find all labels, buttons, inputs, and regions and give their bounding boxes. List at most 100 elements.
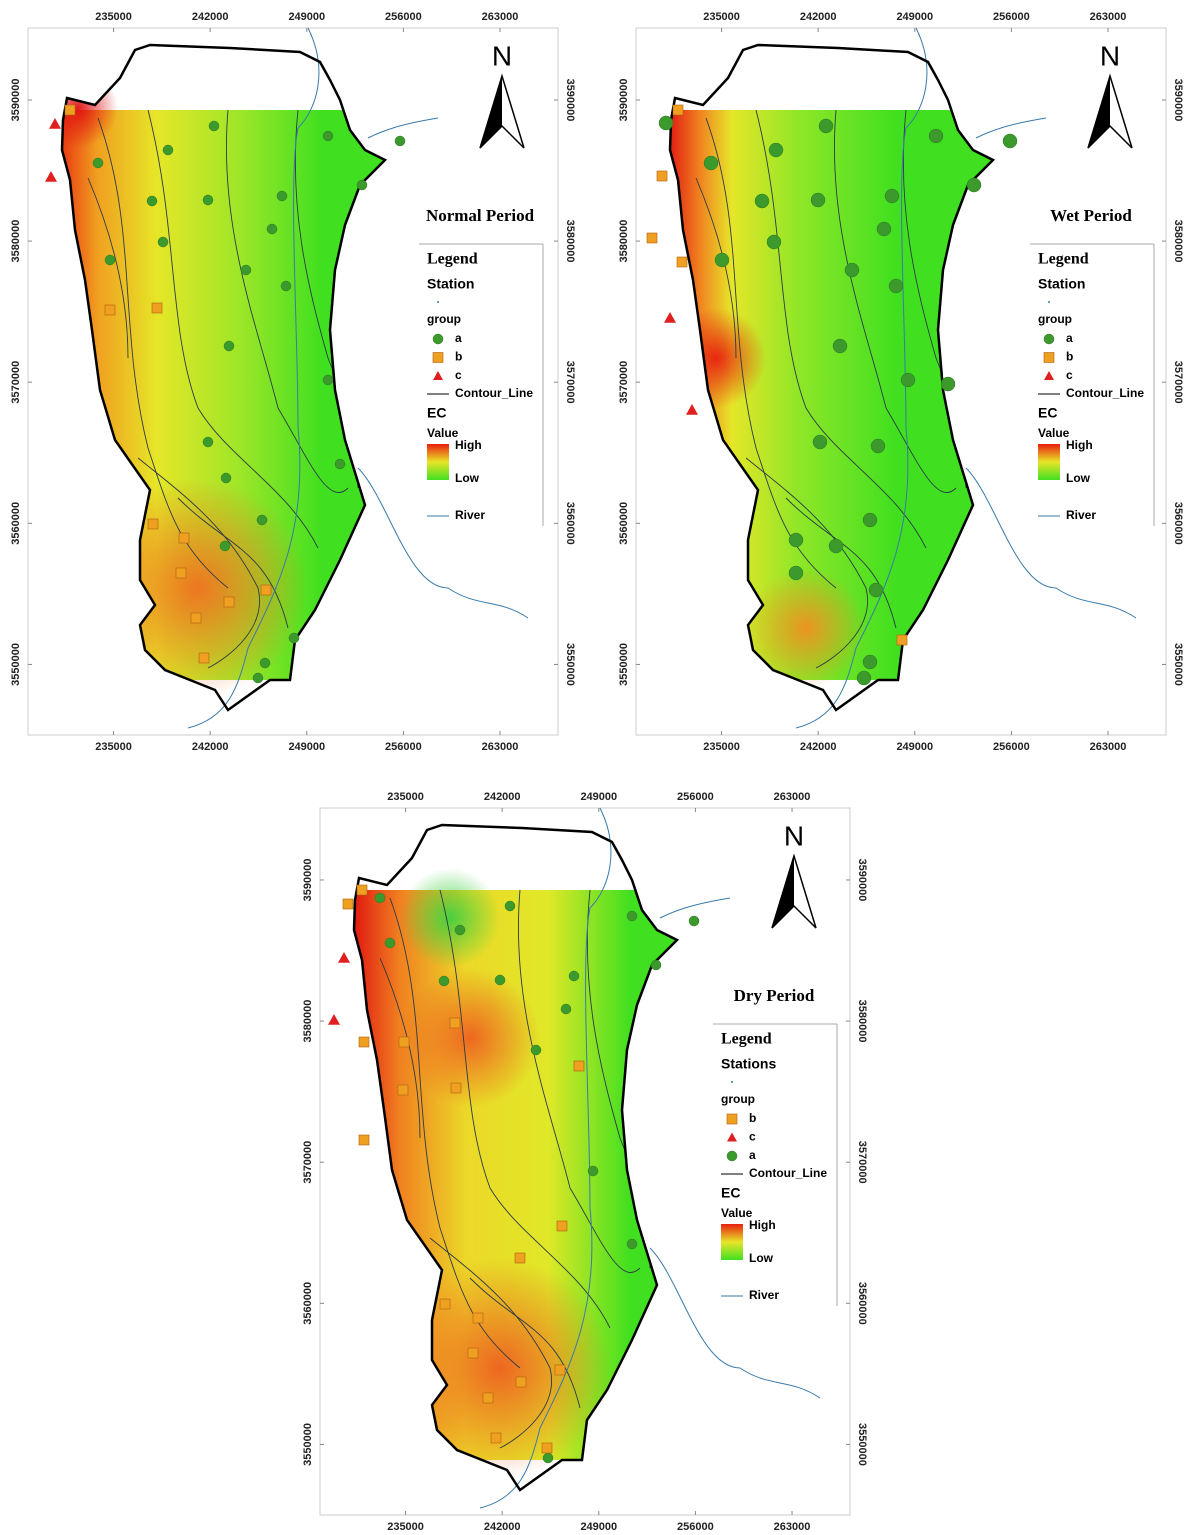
x-tick-label: 235000 — [95, 741, 132, 753]
station — [45, 171, 57, 182]
station — [252, 672, 264, 684]
station — [788, 565, 804, 581]
station — [928, 128, 944, 144]
legend-high: High — [1066, 438, 1093, 452]
station — [202, 436, 214, 448]
station — [515, 1376, 527, 1388]
station — [450, 1082, 462, 1094]
station — [788, 532, 804, 548]
station — [394, 135, 406, 147]
legend-marker — [1044, 371, 1054, 380]
station — [672, 104, 684, 116]
contour-line — [379, 957, 421, 1139]
station — [676, 256, 688, 268]
legend-label: a — [1066, 331, 1073, 345]
station — [664, 312, 676, 323]
north-arrow — [1088, 76, 1110, 148]
station — [276, 190, 288, 202]
legend-label: c — [1066, 368, 1073, 382]
station — [449, 1017, 461, 1029]
station — [482, 1392, 494, 1404]
station — [688, 915, 700, 927]
map-panel: 235000 235000 242000 242000 249000 249000 2560… — [10, 11, 576, 753]
north-arrow — [772, 856, 794, 928]
ec-blob — [400, 968, 540, 1108]
y-tick-label: 3570000 — [302, 1141, 314, 1184]
legend-river-label: River — [1066, 508, 1096, 522]
x-tick-label: 256000 — [677, 791, 714, 803]
station — [190, 612, 202, 624]
station — [828, 538, 844, 554]
legend-label: b — [1066, 350, 1073, 364]
y-tick-label: 3590000 — [856, 859, 868, 902]
contour-line — [439, 889, 611, 1329]
legend-river-label: River — [455, 508, 485, 522]
station — [514, 1252, 526, 1264]
station — [398, 1036, 410, 1048]
station — [384, 937, 396, 949]
x-tick-label: 242000 — [192, 11, 229, 23]
ec-blob — [400, 868, 500, 968]
station — [530, 1044, 542, 1056]
legend-contour-label: Contour_Line — [749, 1166, 827, 1180]
contour-line — [177, 497, 289, 629]
y-tick-label: 3580000 — [618, 220, 630, 263]
legend-marker — [727, 1132, 737, 1142]
y-tick-label: 3570000 — [1172, 361, 1184, 404]
station — [266, 223, 278, 235]
station — [884, 188, 900, 204]
station — [556, 1220, 568, 1232]
station — [438, 975, 450, 987]
x-tick-label: 249000 — [896, 741, 933, 753]
legend-heading: Legend — [721, 1031, 772, 1048]
y-tick-label: 3560000 — [1172, 502, 1184, 545]
legend-ec: EC — [1038, 405, 1057, 421]
river — [479, 807, 821, 1509]
x-tick-label: 242000 — [484, 791, 521, 803]
legend-dot — [1048, 301, 1050, 303]
x-tick-label: 256000 — [385, 11, 422, 23]
y-tick-label: 3590000 — [618, 79, 630, 122]
station — [844, 262, 860, 278]
station — [888, 278, 904, 294]
map-title: Dry Period — [734, 986, 815, 1005]
station — [328, 1014, 340, 1025]
station — [104, 304, 116, 316]
station — [900, 372, 916, 388]
station — [541, 1442, 553, 1454]
station — [754, 193, 770, 209]
station — [208, 120, 220, 132]
map-title: Wet Period — [1050, 206, 1132, 225]
contour-line — [517, 889, 641, 1273]
x-tick-label: 256000 — [993, 741, 1030, 753]
x-tick-label: 249000 — [580, 791, 617, 803]
contour-line — [785, 497, 897, 629]
legend-contour-label: Contour_Line — [455, 386, 533, 400]
station — [175, 567, 187, 579]
station — [504, 900, 516, 912]
ec-blob — [746, 568, 866, 688]
legend-marker — [1043, 333, 1055, 345]
y-tick-label: 3590000 — [564, 79, 576, 122]
boundary — [60, 43, 388, 712]
legend-label: c — [455, 368, 462, 382]
y-tick-label: 3550000 — [302, 1423, 314, 1466]
map-panel: 235000 235000 242000 242000 249000 249000 2560… — [302, 791, 868, 1533]
y-tick-label: 3560000 — [10, 502, 22, 545]
station — [560, 1003, 572, 1015]
x-tick-label: 249000 — [580, 1521, 617, 1533]
station — [151, 302, 163, 314]
x-tick-label: 235000 — [703, 11, 740, 23]
legend-contour-label: Contour_Line — [1066, 386, 1144, 400]
legend-group: group — [427, 312, 461, 326]
ec-blob — [390, 1258, 610, 1478]
legend-group: group — [1038, 312, 1072, 326]
x-tick-label: 242000 — [484, 1521, 521, 1533]
north-arrow — [480, 76, 502, 148]
legend-marker — [432, 352, 444, 363]
station — [92, 157, 104, 169]
contour-line — [225, 109, 349, 493]
x-tick-label: 242000 — [800, 11, 837, 23]
station — [656, 170, 668, 182]
